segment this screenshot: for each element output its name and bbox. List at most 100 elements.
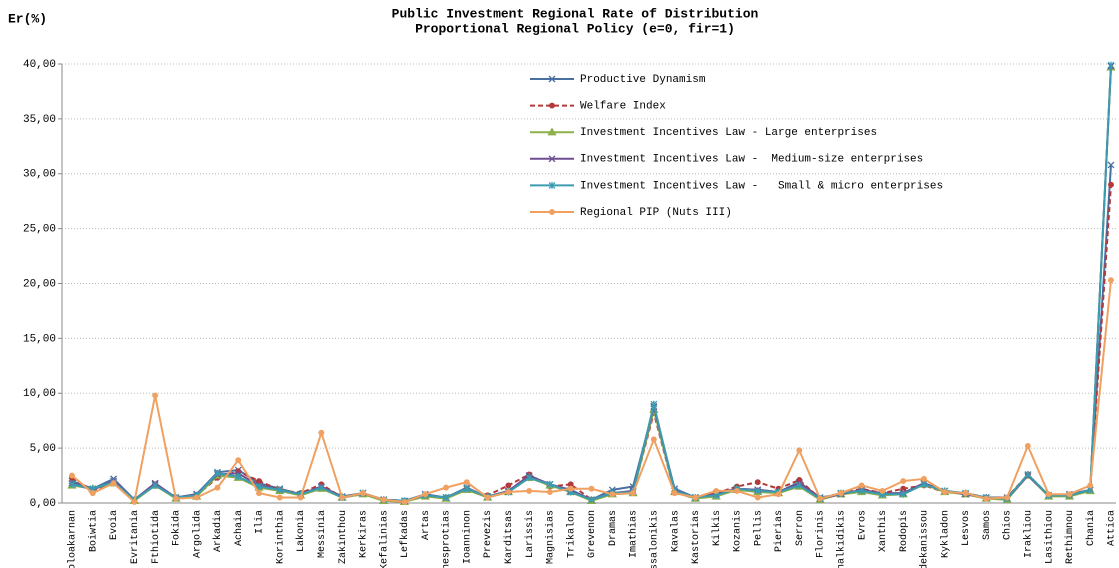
- point: [546, 489, 553, 495]
- chart-title: Public Investment Regional Rate of Distr…: [392, 6, 759, 21]
- y-tick-label: 0,00: [30, 498, 56, 510]
- point: [214, 484, 221, 491]
- x-tick-label: Florinis: [815, 510, 827, 558]
- point: [505, 489, 512, 495]
- x-tick-label: Chalkidikis: [836, 510, 848, 568]
- point: [754, 479, 761, 486]
- x-tick-label: Lakonia: [295, 510, 307, 552]
- x-tick-label: Thesprotias: [441, 510, 453, 568]
- point: [172, 495, 179, 502]
- point: [817, 495, 824, 502]
- point: [609, 491, 616, 498]
- point: [1108, 277, 1114, 284]
- x-tick-label: Rethimnou: [1064, 510, 1076, 564]
- point: [795, 481, 803, 489]
- point: [920, 480, 928, 488]
- x-tick-label: Pellis: [752, 510, 764, 546]
- y-tick-label: 30,00: [23, 169, 56, 181]
- point: [276, 494, 283, 501]
- x-tick-label: essalonikis: [648, 510, 660, 568]
- point: [1045, 491, 1052, 498]
- legend-label: Investment Incentives Law - Medium-size …: [580, 154, 923, 166]
- point: [650, 436, 657, 443]
- point: [443, 484, 449, 491]
- legend-label: Investment Incentives Law - Small & micr…: [580, 180, 943, 192]
- point: [69, 472, 75, 479]
- point: [1066, 491, 1073, 498]
- legend-marker: [549, 102, 555, 109]
- x-tick-label: Messinia: [316, 510, 328, 558]
- point: [754, 487, 762, 495]
- legend-marker: [548, 155, 556, 163]
- y-tick-label: 20,00: [23, 278, 56, 290]
- x-tick-label: Fthiotida: [150, 510, 162, 564]
- x-tick-label: Evros: [857, 510, 868, 540]
- point: [734, 487, 740, 494]
- point: [317, 484, 325, 492]
- point: [713, 487, 720, 494]
- series-line: [71, 184, 1112, 502]
- y-tick-label: 5,00: [30, 443, 56, 455]
- point: [401, 498, 408, 505]
- x-tick-label: Chios: [1002, 510, 1014, 540]
- legend-marker: [547, 127, 557, 136]
- point: [131, 498, 138, 505]
- point: [879, 487, 886, 494]
- series: [69, 181, 1114, 504]
- point: [193, 494, 200, 501]
- point: [775, 491, 782, 498]
- x-tick-label: Artas: [421, 510, 432, 540]
- x-tick-label: itoloakarnan: [67, 510, 79, 568]
- x-tick-label: Kerkiras: [358, 510, 370, 558]
- x-tick-label: Xanthis: [877, 510, 889, 552]
- point: [256, 478, 262, 484]
- point: [214, 469, 221, 477]
- point: [692, 494, 699, 501]
- point: [983, 495, 990, 502]
- x-tick-label: Kozanis: [732, 510, 744, 552]
- point: [588, 496, 595, 504]
- point: [1004, 494, 1011, 501]
- point: [630, 490, 637, 497]
- point: [588, 485, 595, 492]
- point: [567, 485, 574, 492]
- point: [1024, 442, 1031, 449]
- series: [69, 277, 1114, 505]
- x-tick-label: Dramas: [608, 510, 619, 546]
- point: [463, 479, 470, 486]
- point: [526, 487, 533, 494]
- x-tick-label: Argolida: [191, 510, 203, 558]
- point: [234, 473, 242, 481]
- point: [650, 400, 658, 408]
- point: [754, 494, 761, 501]
- point: [546, 480, 554, 488]
- point: [297, 494, 304, 501]
- x-tick-label: Korinthia: [274, 510, 286, 564]
- point: [549, 102, 555, 109]
- x-tick-label: Lasithiou: [1043, 510, 1055, 564]
- point: [1107, 61, 1115, 69]
- point: [152, 392, 159, 399]
- chart-subtitle: Proportional Regional Policy (e=0, fir=1…: [415, 21, 735, 36]
- x-tick-label: Pierias: [773, 510, 785, 552]
- x-tick-label: Evritania: [129, 510, 141, 564]
- point: [256, 490, 262, 497]
- x-tick-label: Attica: [1106, 510, 1118, 546]
- legend-label: Investment Incentives Law - Large enterp…: [580, 127, 877, 139]
- x-tick-label: Trikalon: [565, 510, 577, 558]
- point: [380, 496, 387, 503]
- point: [962, 490, 969, 497]
- x-tick-label: Magnisias: [545, 510, 557, 564]
- point: [1108, 181, 1114, 188]
- x-tick-label: Kykladon: [939, 510, 951, 558]
- x-tick-label: Kavalas: [669, 510, 681, 552]
- y-tick-label: 15,00: [23, 333, 56, 345]
- x-tick-label: Achaia: [233, 510, 245, 546]
- point: [899, 490, 907, 498]
- point: [463, 485, 471, 493]
- point: [235, 457, 242, 464]
- x-tick-label: Boiwtia: [87, 510, 99, 552]
- point: [484, 494, 491, 501]
- point: [671, 490, 678, 497]
- point: [110, 480, 117, 487]
